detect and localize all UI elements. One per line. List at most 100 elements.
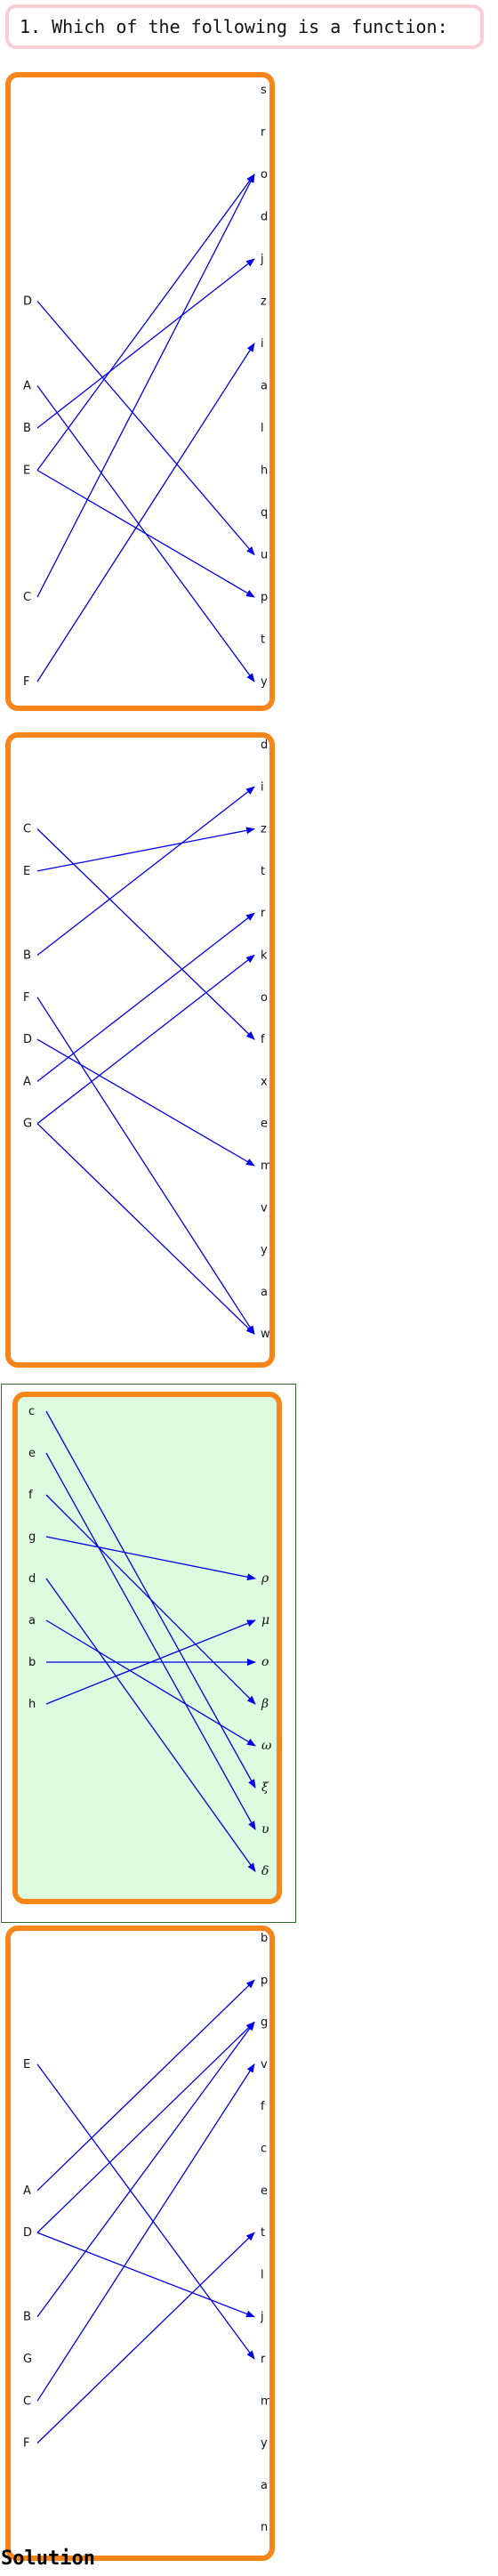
domain-label: h [28, 1698, 36, 1711]
mapping-arrow [36, 2021, 255, 2318]
codomain-label: μ [261, 1613, 269, 1627]
codomain-label: t [261, 865, 265, 878]
codomain-label: l [261, 422, 264, 435]
codomain-label: r [261, 126, 266, 140]
mapping-arrow [36, 1979, 255, 2192]
mapping-arrow [36, 2232, 255, 2318]
codomain-label: u [261, 549, 268, 562]
mapping-arrow [36, 174, 255, 598]
mapping-arrow [36, 1123, 255, 1335]
codomain-label: i [261, 337, 264, 351]
codomain-label: i [261, 780, 264, 794]
domain-label: E [23, 2058, 30, 2071]
codomain-label: p [261, 1974, 268, 1987]
question-prompt: 1. Which of the following is a function: [5, 4, 484, 49]
codomain-label: o [261, 168, 268, 182]
codomain-label: a [261, 1286, 268, 1299]
domain-label: B [23, 2311, 31, 2324]
domain-label: a [28, 1614, 36, 1627]
codomain-label: o [261, 991, 268, 1005]
domain-label: G [23, 1118, 32, 1131]
codomain-label: f [261, 2100, 265, 2113]
codomain-label: υ [261, 1822, 269, 1837]
domain-label: c [28, 1405, 35, 1418]
option-mapping-3[interactable]: c e f g d a b h ρ μ o β ω ξ υ δ [12, 1392, 282, 1904]
domain-label: E [23, 865, 30, 878]
mapping-arrow [36, 343, 255, 682]
codomain-label: x [261, 1075, 268, 1088]
domain-label: f [28, 1489, 33, 1502]
codomain-label: l [261, 2268, 264, 2281]
domain-label: C [23, 823, 31, 836]
mapping-arrow [36, 469, 255, 598]
mapping-arrow [36, 912, 255, 1082]
codomain-label: d [261, 211, 268, 224]
domain-label: A [23, 2184, 31, 2198]
mapping-diagram: C E B F D A Gd i z t r k o f x e m v y a w [23, 739, 269, 1341]
mapping-diagram: D A B E C Fs r o d j z i a l h q u p t y [23, 84, 268, 689]
codomain-label: a [261, 380, 268, 393]
codomain-label: z [261, 295, 267, 309]
mapping-arrow [36, 174, 255, 471]
mapping-arrow [36, 786, 255, 957]
domain-label: D [23, 295, 32, 309]
codomain-label: v [261, 2058, 268, 2071]
domain-label: F [23, 2437, 29, 2451]
mapping-arrow [36, 258, 255, 429]
codomain-label: q [261, 506, 268, 520]
codomain-label: k [261, 949, 268, 963]
codomain-label: a [261, 2479, 268, 2492]
codomain-label: r [261, 907, 266, 920]
codomain-label: h [261, 464, 268, 478]
solution-heading: Solution [1, 2548, 95, 2570]
mapping-arrow [36, 827, 255, 872]
codomain-label: j [260, 253, 264, 266]
mapping-arrow [36, 301, 255, 556]
codomain-label: d [261, 739, 268, 752]
codomain-label: o [261, 1655, 269, 1669]
codomain-label: ξ [261, 1781, 269, 1795]
mapping-arrow [36, 954, 255, 1125]
codomain-label: ρ [261, 1571, 269, 1586]
mapping-arrow [45, 1452, 256, 1830]
codomain-label: y [261, 2437, 268, 2451]
domain-label: G [23, 2353, 32, 2366]
codomain-label: e [261, 1118, 268, 1131]
domain-label: B [23, 422, 31, 435]
codomain-label: c [261, 2143, 267, 2156]
domain-label: d [28, 1572, 36, 1586]
codomain-label: ω [261, 1739, 272, 1753]
mapping-arrow [45, 1536, 256, 1581]
codomain-label: s [261, 84, 267, 97]
option-mapping-4[interactable]: E A D B G C Fb p g v f c e t l j r m y a n [5, 1926, 275, 2561]
domain-label: D [23, 2226, 32, 2240]
mapping-arrow [36, 2232, 255, 2444]
codomain-label: y [261, 675, 268, 689]
codomain-label: j [260, 2311, 264, 2324]
domain-label: C [23, 2394, 31, 2408]
codomain-label: r [261, 2353, 266, 2366]
codomain-label: δ [261, 1864, 269, 1878]
mapping-arrow [45, 1578, 256, 1872]
codomain-label: m [261, 2394, 269, 2408]
codomain-label: w [261, 1328, 269, 1341]
mapping-arrow [36, 997, 255, 1336]
mapping-arrow [36, 2021, 255, 2233]
domain-label: C [23, 591, 31, 604]
codomain-label: t [261, 2226, 265, 2240]
mapping-arrow [36, 828, 255, 1040]
domain-label: F [23, 675, 29, 689]
mapping-diagram: E A D B G C Fb p g v f c e t l j r m y a n [23, 1932, 269, 2534]
option-mapping-2[interactable]: C E B F D A Gd i z t r k o f x e m v y a w [5, 732, 275, 1368]
domain-label: g [28, 1530, 36, 1544]
codomain-label: f [261, 1033, 265, 1046]
mapping-arrow [36, 2063, 255, 2402]
mapping-diagram: c e f g d a b h ρ μ o β ω ξ υ δ [28, 1405, 272, 1878]
domain-label: D [23, 1033, 32, 1046]
domain-label: B [23, 949, 31, 963]
mapping-arrow [45, 1619, 256, 1747]
mapping-arrow [36, 2063, 255, 2360]
domain-label: e [28, 1447, 36, 1460]
codomain-label: b [261, 1932, 268, 1945]
